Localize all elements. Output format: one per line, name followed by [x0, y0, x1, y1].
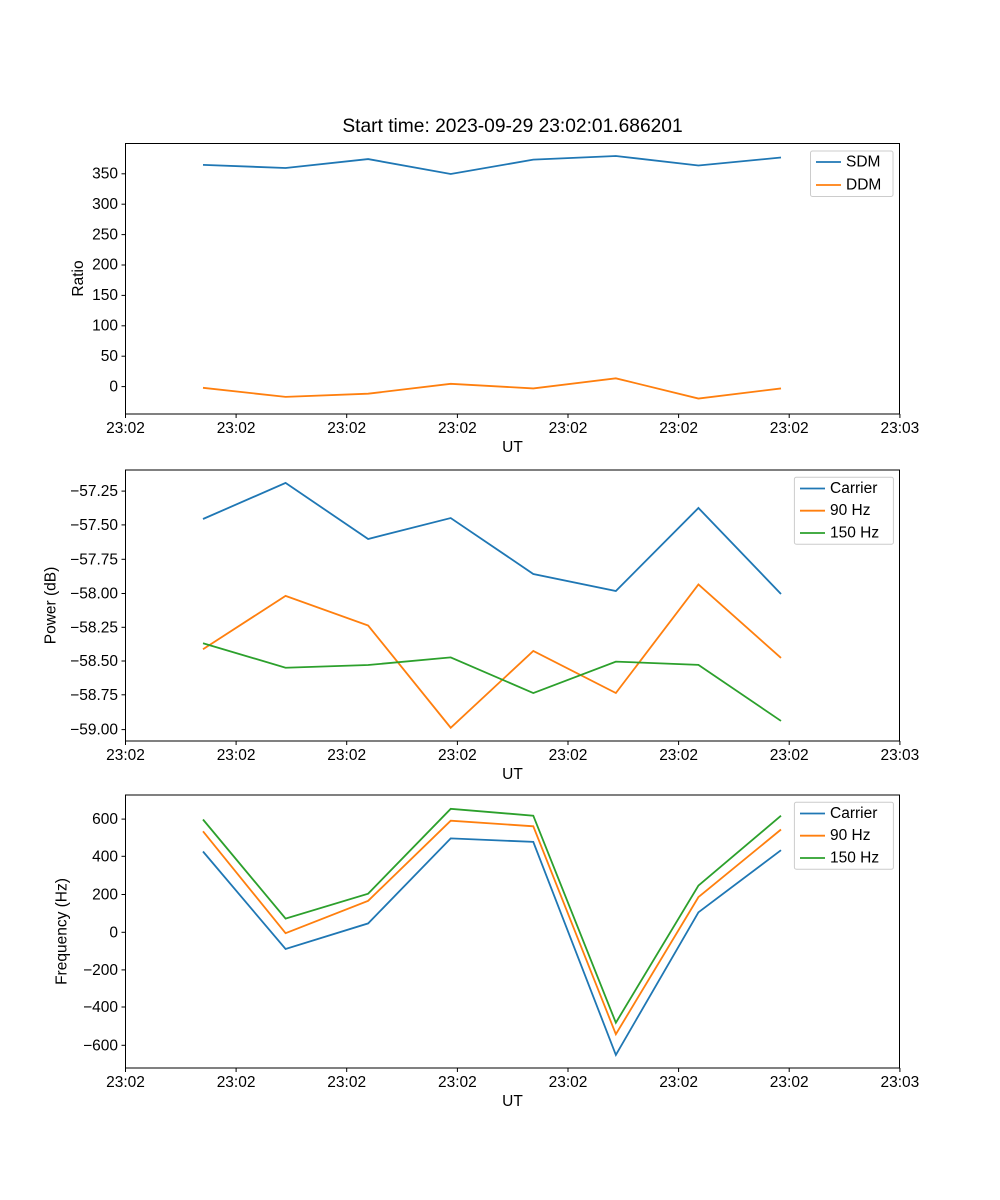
svg-text:200: 200: [92, 887, 118, 904]
svg-text:−57.25: −57.25: [70, 483, 118, 500]
svg-text:23:02: 23:02: [549, 420, 588, 437]
svg-text:−200: −200: [83, 962, 118, 979]
svg-text:DDM: DDM: [846, 177, 881, 194]
svg-text:−600: −600: [83, 1037, 118, 1054]
svg-text:23:02: 23:02: [549, 1074, 588, 1091]
svg-text:600: 600: [92, 811, 118, 828]
svg-text:0: 0: [109, 924, 118, 941]
svg-text:−59.00: −59.00: [70, 722, 118, 739]
svg-text:23:02: 23:02: [659, 747, 698, 764]
svg-text:−58.00: −58.00: [70, 586, 118, 603]
svg-text:Ratio: Ratio: [70, 260, 87, 296]
svg-text:23:02: 23:02: [217, 420, 256, 437]
svg-text:−58.75: −58.75: [70, 687, 118, 704]
svg-text:23:03: 23:03: [881, 747, 920, 764]
svg-text:SDM: SDM: [846, 154, 880, 171]
svg-text:23:02: 23:02: [770, 747, 809, 764]
svg-text:−58.25: −58.25: [70, 619, 118, 636]
svg-text:23:02: 23:02: [659, 1074, 698, 1091]
svg-text:23:02: 23:02: [106, 747, 145, 764]
svg-text:Start time: 2023-09-29 23:02:0: Start time: 2023-09-29 23:02:01.686201: [342, 116, 682, 137]
svg-text:23:02: 23:02: [217, 747, 256, 764]
svg-text:23:02: 23:02: [217, 1074, 256, 1091]
svg-text:UT: UT: [502, 439, 523, 456]
svg-text:400: 400: [92, 848, 118, 865]
svg-text:23:02: 23:02: [438, 1074, 477, 1091]
svg-text:90 Hz: 90 Hz: [830, 827, 871, 844]
svg-text:UT: UT: [502, 766, 523, 783]
svg-text:0: 0: [109, 378, 118, 395]
svg-text:50: 50: [101, 348, 119, 365]
svg-text:250: 250: [92, 226, 118, 243]
svg-text:Power (dB): Power (dB): [42, 567, 59, 645]
svg-text:23:02: 23:02: [327, 420, 366, 437]
svg-text:23:02: 23:02: [659, 420, 698, 437]
svg-text:23:03: 23:03: [881, 420, 920, 437]
svg-text:200: 200: [92, 257, 118, 274]
svg-text:−57.75: −57.75: [70, 551, 118, 568]
svg-text:100: 100: [92, 318, 118, 335]
svg-text:90 Hz: 90 Hz: [830, 502, 871, 519]
svg-text:23:03: 23:03: [881, 1074, 920, 1091]
svg-text:−400: −400: [83, 999, 118, 1016]
svg-text:150: 150: [92, 287, 118, 304]
svg-text:150 Hz: 150 Hz: [830, 525, 879, 542]
svg-text:−58.50: −58.50: [70, 653, 118, 670]
svg-text:23:02: 23:02: [106, 1074, 145, 1091]
svg-text:23:02: 23:02: [770, 420, 809, 437]
svg-text:23:02: 23:02: [327, 1074, 366, 1091]
svg-text:300: 300: [92, 196, 118, 213]
svg-text:−57.50: −57.50: [70, 517, 118, 534]
svg-text:23:02: 23:02: [549, 747, 588, 764]
svg-text:Carrier: Carrier: [830, 480, 877, 497]
svg-text:23:02: 23:02: [327, 747, 366, 764]
svg-text:23:02: 23:02: [106, 420, 145, 437]
svg-text:23:02: 23:02: [770, 1074, 809, 1091]
svg-text:350: 350: [92, 166, 118, 183]
svg-text:23:02: 23:02: [438, 420, 477, 437]
svg-text:150 Hz: 150 Hz: [830, 850, 879, 867]
svg-text:23:02: 23:02: [438, 747, 477, 764]
svg-text:Carrier: Carrier: [830, 805, 877, 822]
svg-text:Frequency (Hz): Frequency (Hz): [54, 878, 71, 985]
svg-text:UT: UT: [502, 1093, 523, 1110]
